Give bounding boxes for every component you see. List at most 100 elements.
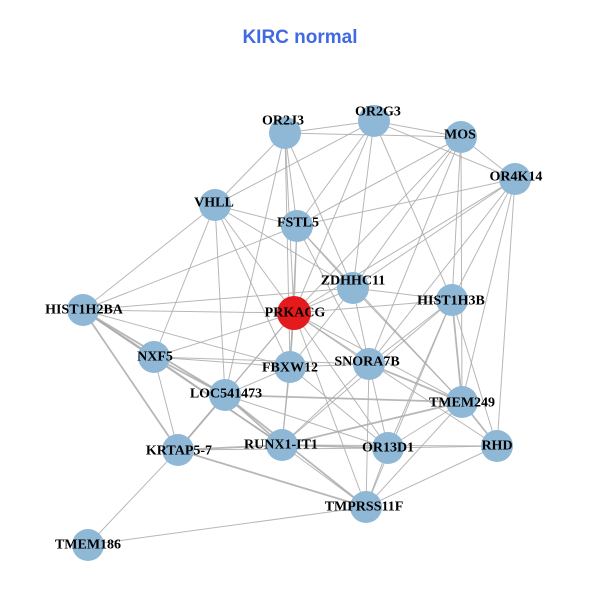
- node-label-TMEM186: TMEM186: [55, 538, 121, 553]
- edge-SNORA7B-RUNX1-IT1: [281, 363, 370, 446]
- node-label-KRTAP5-7: KRTAP5-7: [146, 444, 212, 459]
- edge-ZDHHC11-HIST1H2BA: [82, 287, 354, 311]
- edge-KRTAP5-7-TMPRSS11F: [177, 449, 367, 508]
- node-label-ZDHHC11: ZDHHC11: [321, 274, 386, 289]
- node-label-SNORA7B: SNORA7B: [334, 355, 399, 370]
- edge-TMEM249-RUNX1-IT1: [281, 401, 463, 446]
- edge-VHLL-NXF5: [153, 204, 216, 358]
- edge-LOC541473-TMEM249: [224, 394, 463, 403]
- edge-KRTAP5-7-TMEM186: [87, 449, 179, 546]
- node-label-OR2J3: OR2J3: [262, 114, 304, 129]
- edge-KRTAP5-7-RUNX1-IT1: [177, 444, 283, 451]
- edge-OR2G3-ZDHHC11: [352, 120, 375, 289]
- edge-FSTL5-HIST1H2BA: [82, 225, 298, 311]
- edge-TMPRSS11F-TMEM186: [87, 506, 367, 546]
- edge-MOS-ZDHHC11: [352, 136, 462, 289]
- edge-OR2G3-FSTL5: [296, 120, 375, 227]
- node-VHLL: [199, 189, 231, 221]
- edge-SNORA7B-TMPRSS11F: [365, 363, 370, 508]
- node-FSTL5: [281, 210, 313, 242]
- edge-HIST1H2BA-KRTAP5-7: [82, 309, 179, 451]
- node-TMPRSS11F: [350, 491, 382, 523]
- edge-VHLL-LOC541473: [214, 204, 226, 396]
- edge-OR4K14-SNORA7B: [368, 178, 516, 365]
- edge-VHLL-ZDHHC11: [214, 204, 354, 289]
- figure-title: KIRC normal: [242, 27, 358, 48]
- node-label-PRKACG: PRKACG: [265, 306, 326, 321]
- node-label-MOS: MOS: [444, 128, 476, 143]
- node-label-RHD: RHD: [481, 439, 512, 454]
- node-label-FBXW12: FBXW12: [262, 361, 318, 376]
- node-label-HIST1H3B: HIST1H3B: [417, 294, 485, 309]
- edge-VHLL-FBXW12: [214, 204, 291, 368]
- edge-HIST1H3B-TMPRSS11F: [365, 299, 453, 508]
- edge-OR2G3-PRKACG: [293, 120, 375, 314]
- edge-PRKACG-NXF5: [153, 312, 295, 358]
- edge-HIST1H3B-RHD: [451, 299, 498, 447]
- node-label-OR2G3: OR2G3: [355, 105, 401, 120]
- edge-SNORA7B-TMEM249: [368, 363, 463, 403]
- edge-PRKACG-RHD: [293, 312, 498, 447]
- edge-MOS-SNORA7B: [368, 136, 462, 365]
- node-TMEM249: [446, 386, 478, 418]
- node-label-TMPRSS11F: TMPRSS11F: [325, 500, 404, 515]
- edge-VHLL-HIST1H2BA: [82, 204, 216, 311]
- node-label-NXF5: NXF5: [137, 350, 173, 365]
- node-ZDHHC11: [337, 272, 369, 304]
- node-SNORA7B: [353, 348, 385, 380]
- node-label-OR13D1: OR13D1: [362, 441, 414, 456]
- node-RHD: [481, 430, 513, 462]
- edge-OR13D1-RHD: [387, 445, 498, 449]
- edge-NXF5-FBXW12: [153, 356, 291, 368]
- node-label-FSTL5: FSTL5: [277, 216, 319, 231]
- edge-VHLL-PRKACG: [214, 204, 295, 314]
- edge-ZDHHC11-HIST1H3B: [352, 287, 453, 301]
- edge-RHD-TMPRSS11F: [365, 445, 498, 508]
- edge-HIST1H3B-TMEM249: [451, 299, 463, 403]
- edge-LOC541473-OR13D1: [224, 394, 389, 449]
- edge-MOS-FSTL5: [296, 136, 462, 227]
- edge-OR2G3-HIST1H3B: [373, 120, 453, 301]
- node-KRTAP5-7: [162, 434, 194, 466]
- edge-OR4K14-ZDHHC11: [352, 178, 516, 289]
- edge-MOS-TMEM249: [460, 136, 463, 403]
- edge-HIST1H3B-SNORA7B: [368, 299, 453, 365]
- edge-PRKACG-HIST1H3B: [293, 299, 453, 314]
- node-OR4K14: [499, 163, 531, 195]
- node-label-LOC541473: LOC541473: [190, 387, 262, 402]
- edge-FBXW12-OR13D1: [289, 366, 389, 449]
- node-label-VHLL: VHLL: [194, 196, 234, 211]
- edge-NXF5-SNORA7B: [153, 356, 370, 365]
- node-FBXW12: [274, 351, 306, 383]
- node-label-OR4K14: OR4K14: [490, 170, 543, 185]
- edge-OR4K14-HIST1H3B: [451, 178, 516, 301]
- edge-HIST1H2BA-FBXW12: [82, 309, 291, 368]
- node-PRKACG: [277, 296, 311, 330]
- edge-OR4K14-RHD: [496, 178, 516, 447]
- edge-PRKACG-TMPRSS11F: [293, 312, 367, 508]
- node-HIST1H2BA: [67, 294, 99, 326]
- node-TMEM186: [72, 529, 104, 561]
- edge-TMEM249-TMPRSS11F: [365, 401, 463, 508]
- edge-PRKACG-HIST1H2BA: [82, 309, 295, 314]
- node-MOS: [445, 121, 477, 153]
- node-LOC541473: [209, 379, 241, 411]
- edge-OR2G3-VHLL: [214, 120, 375, 206]
- node-OR2G3: [358, 105, 390, 137]
- edge-OR2G3-OR4K14: [373, 120, 516, 180]
- node-RUNX1-IT1: [266, 429, 298, 461]
- node-OR2J3: [269, 117, 301, 149]
- edge-FSTL5-SNORA7B: [296, 225, 370, 365]
- edge-OR2J3-VHLL: [214, 132, 286, 206]
- edge-OR4K14-FSTL5: [296, 178, 516, 227]
- edge-NXF5-KRTAP5-7: [153, 356, 179, 451]
- node-label-TMEM249: TMEM249: [429, 396, 495, 411]
- edge-MOS-PRKACG: [293, 136, 462, 314]
- edge-OR4K14-TMEM249: [461, 178, 516, 403]
- node-OR13D1: [372, 432, 404, 464]
- node-HIST1H3B: [436, 284, 468, 316]
- node-label-RUNX1-IT1: RUNX1-IT1: [244, 438, 318, 453]
- edge-PRKACG-OR13D1: [293, 312, 389, 449]
